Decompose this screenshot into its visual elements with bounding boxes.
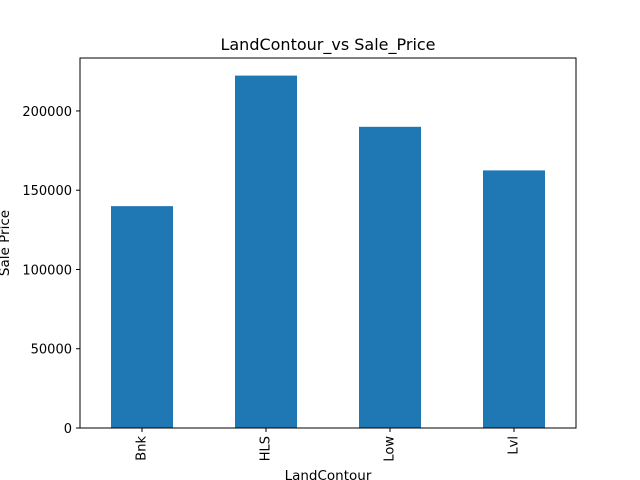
x-tick-label: Bnk [135, 436, 150, 461]
y-axis-ticks: 0 50000 100000 150000 200000 [22, 105, 80, 437]
bars [111, 75, 545, 429]
x-axis-ticks: Bnk HLS Low Lvl [135, 428, 522, 462]
x-tick-label: Low [383, 436, 398, 462]
x-axis-label: LandContour [285, 468, 372, 480]
x-tick-label: Lvl [507, 436, 522, 455]
bar-hls [235, 75, 297, 428]
x-tick-label: HLS [259, 436, 274, 461]
y-axis-label: Sale Price [0, 210, 13, 276]
plot-frame [79, 57, 577, 429]
y-tick-label: 100000 [22, 263, 72, 278]
y-tick-label: 150000 [22, 184, 72, 199]
bar-bnk [111, 206, 173, 428]
y-tick-label: 200000 [22, 105, 72, 120]
bar-lvl [483, 170, 545, 429]
y-tick-label: 0 [64, 422, 72, 437]
y-tick-label: 50000 [31, 343, 72, 358]
bar-low [359, 126, 421, 428]
chart-title: LandContour_vs Sale_Price [220, 35, 435, 55]
